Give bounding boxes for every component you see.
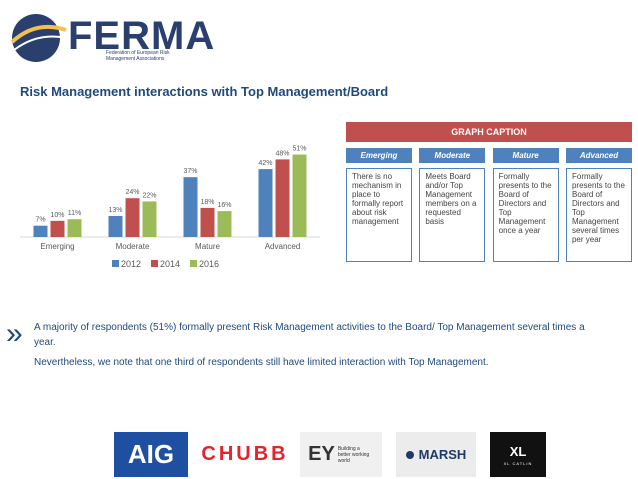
- globe-icon: [10, 14, 67, 62]
- legend-label: 2012: [121, 259, 141, 269]
- caption-column-advanced: Advanced Formally presents to the Board …: [565, 148, 632, 262]
- caption-text: Formally presents to the Board of Direct…: [492, 168, 559, 262]
- bar-mature-2012: [183, 177, 198, 237]
- category-label: Emerging: [40, 242, 74, 251]
- caption-column-moderate: Moderate Meets Board and/or Top Manageme…: [419, 148, 486, 262]
- legend-label: 2014: [160, 259, 180, 269]
- caption-label: Moderate: [419, 148, 486, 163]
- data-label: 7%: [35, 217, 45, 224]
- bar-moderate-2016: [142, 201, 157, 237]
- ey-tagline: Building a better working world: [337, 445, 370, 464]
- data-label: 18%: [200, 199, 214, 206]
- legend-label: 2016: [199, 259, 219, 269]
- data-label: 37%: [183, 168, 197, 175]
- data-label: 24%: [125, 189, 139, 196]
- marsh-wordmark: MARSH: [418, 447, 467, 462]
- bar-advanced-2014: [275, 159, 290, 237]
- chevron-right-icon: »: [6, 317, 23, 350]
- bar-moderate-2014: [125, 198, 140, 237]
- caption-header: GRAPH CAPTION: [346, 122, 632, 142]
- ey-logo: EY Building a better working world: [300, 432, 382, 477]
- caption-text: Formally presents to the Board of Direct…: [565, 168, 632, 262]
- logo-subtitle: Federation of European Risk Management A…: [106, 50, 170, 62]
- data-label: 16%: [217, 202, 231, 209]
- category-label: Advanced: [265, 242, 301, 251]
- aig-logo: AIG: [114, 432, 188, 477]
- xl-tagline: XL CATLIN: [503, 460, 533, 466]
- caption-label: Advanced: [565, 148, 632, 163]
- caption-text: There is no mechanism in place to formal…: [346, 168, 412, 262]
- bar-mature-2014: [200, 207, 215, 237]
- caption-label: Mature: [492, 148, 559, 163]
- xl-wordmark: XL: [509, 443, 527, 459]
- data-label: 42%: [258, 160, 272, 167]
- category-label: Mature: [195, 242, 220, 251]
- marsh-logo: MARSH: [396, 432, 476, 477]
- marsh-dot-icon: [405, 450, 414, 459]
- sponsor-logos: AIG CHUBB EY Building a better working w…: [0, 432, 638, 477]
- logo-wordmark: FERMA: [68, 14, 216, 58]
- chubb-logo: CHUBB: [201, 443, 289, 465]
- bar-emerging-2012: [33, 225, 48, 237]
- note-paragraph: Nevertheless, we note that one third of …: [34, 357, 489, 368]
- data-label: 51%: [292, 146, 306, 153]
- caption-column-mature: Mature Formally presents to the Board of…: [492, 148, 559, 262]
- bar-emerging-2014: [50, 220, 65, 237]
- ferma-logo: FERMA Federation of European Risk Manage…: [8, 10, 214, 66]
- bar-moderate-2012: [108, 215, 123, 237]
- bar-advanced-2016: [292, 154, 307, 237]
- page-title: Risk Management interactions with Top Ma…: [20, 84, 389, 99]
- caption-text: Meets Board and/or Top Management member…: [419, 168, 486, 262]
- graph-caption: GRAPH CAPTION Emerging There is no mecha…: [346, 122, 632, 262]
- data-label: 10%: [50, 212, 64, 219]
- caption-label: Emerging: [346, 148, 412, 163]
- xl-catlin-logo: XL XL CATLIN: [490, 432, 546, 477]
- data-label: 13%: [108, 207, 122, 214]
- bar-chart: 7% 10% 11% Emerging 13% 24% 22% Moderate 37% 18% 1…: [20, 146, 320, 269]
- ey-wordmark: EY: [308, 443, 335, 465]
- legend-swatch: [151, 260, 158, 267]
- bar-mature-2016: [217, 211, 232, 237]
- data-label: 11%: [68, 210, 82, 217]
- bar-emerging-2016: [67, 219, 82, 237]
- data-label: 48%: [275, 150, 289, 157]
- caption-column-emerging: Emerging There is no mechanism in place …: [346, 148, 412, 262]
- data-label: 22%: [142, 192, 156, 199]
- category-label: Moderate: [116, 242, 150, 251]
- bar-advanced-2012: [258, 169, 273, 237]
- summary-paragraph: A majority of respondents (51%) formally…: [34, 322, 585, 348]
- legend-swatch: [112, 260, 119, 267]
- legend-swatch: [190, 260, 197, 267]
